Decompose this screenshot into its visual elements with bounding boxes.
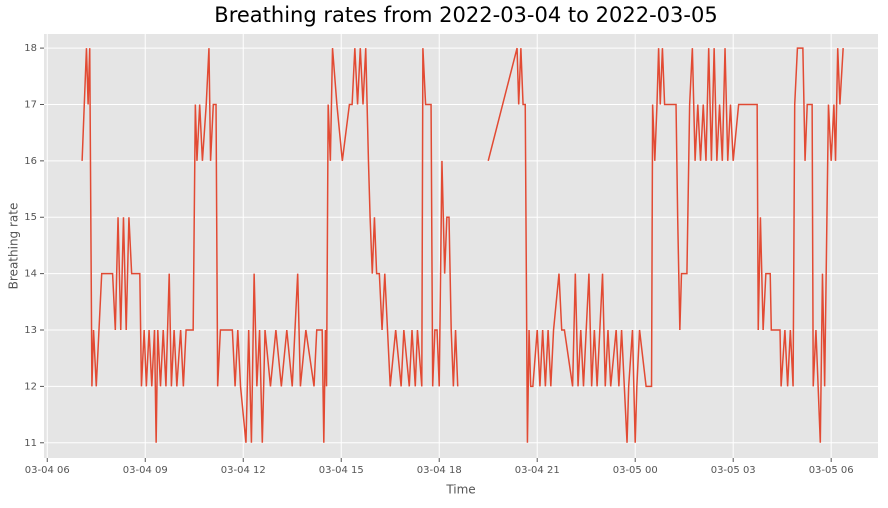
chart-title: Breathing rates from 2022-03-04 to 2022-…	[214, 3, 717, 27]
x-axis-label: Time	[445, 483, 475, 497]
x-tick-label: 03-05 00	[613, 465, 658, 476]
x-tick-label: 03-04 21	[515, 465, 560, 476]
plot-area	[44, 34, 878, 458]
y-tick-label: 18	[24, 43, 37, 54]
x-tick-label: 03-04 06	[25, 465, 70, 476]
y-tick-label: 13	[24, 325, 37, 336]
y-tick-label: 15	[24, 212, 37, 223]
y-tick-label: 14	[24, 269, 37, 280]
y-tick-label: 16	[24, 156, 37, 167]
x-tick-label: 03-05 03	[711, 465, 756, 476]
y-tick-label: 11	[24, 438, 37, 449]
x-tick-label: 03-04 09	[123, 465, 168, 476]
data-line	[81, 47, 844, 443]
x-tick-label: 03-05 06	[809, 465, 854, 476]
y-axis-label: Breathing rate	[7, 203, 21, 290]
y-tick-label: 17	[24, 99, 37, 110]
y-tick-label: 12	[24, 381, 37, 392]
x-tick-label: 03-04 15	[319, 465, 364, 476]
x-tick-label: 03-04 18	[417, 465, 462, 476]
x-tick-label: 03-04 12	[221, 465, 266, 476]
